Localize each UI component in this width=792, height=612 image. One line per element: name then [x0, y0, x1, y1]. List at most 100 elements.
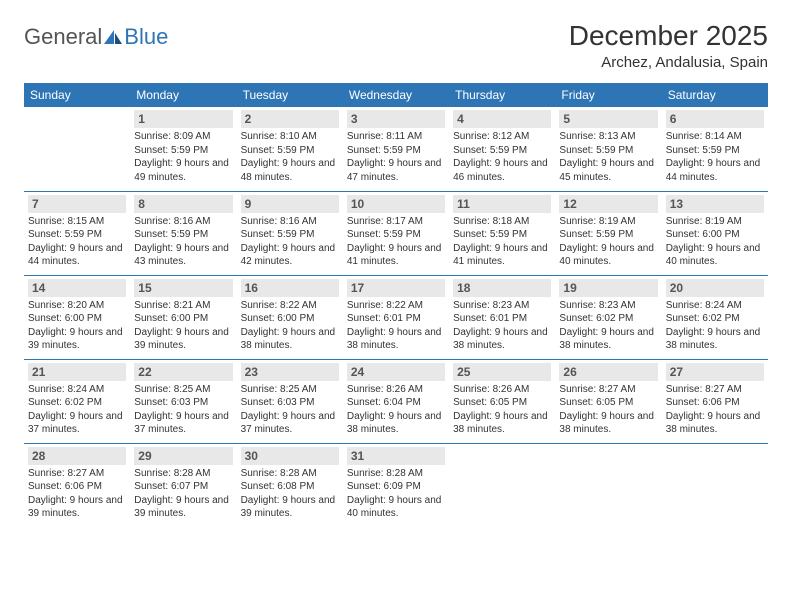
daylight-line: Daylight: 9 hours and 38 minutes. [241, 326, 339, 353]
calendar-cell: 3Sunrise: 8:11 AMSunset: 5:59 PMDaylight… [343, 107, 449, 191]
day-number: 30 [241, 447, 339, 465]
sunrise-line: Sunrise: 8:27 AM [28, 467, 126, 481]
daylight-line: Daylight: 9 hours and 39 minutes. [134, 326, 232, 353]
calendar-cell: 17Sunrise: 8:22 AMSunset: 6:01 PMDayligh… [343, 275, 449, 359]
daylight-line: Daylight: 9 hours and 38 minutes. [347, 326, 445, 353]
sunset-line: Sunset: 6:08 PM [241, 480, 339, 494]
weekday-header: Friday [555, 83, 661, 107]
daylight-line: Daylight: 9 hours and 38 minutes. [453, 410, 551, 437]
day-number: 20 [666, 279, 764, 297]
sunset-line: Sunset: 5:59 PM [134, 228, 232, 242]
sunrise-line: Sunrise: 8:26 AM [347, 383, 445, 397]
calendar-row: 28Sunrise: 8:27 AMSunset: 6:06 PMDayligh… [24, 443, 768, 527]
sunrise-line: Sunrise: 8:11 AM [347, 130, 445, 144]
calendar-row: 7Sunrise: 8:15 AMSunset: 5:59 PMDaylight… [24, 191, 768, 275]
daylight-line: Daylight: 9 hours and 45 minutes. [559, 157, 657, 184]
day-details: Sunrise: 8:23 AMSunset: 6:01 PMDaylight:… [453, 299, 551, 353]
day-details: Sunrise: 8:16 AMSunset: 5:59 PMDaylight:… [134, 215, 232, 269]
daylight-line: Daylight: 9 hours and 38 minutes. [453, 326, 551, 353]
daylight-line: Daylight: 9 hours and 46 minutes. [453, 157, 551, 184]
calendar-cell: 16Sunrise: 8:22 AMSunset: 6:00 PMDayligh… [237, 275, 343, 359]
day-details: Sunrise: 8:18 AMSunset: 5:59 PMDaylight:… [453, 215, 551, 269]
day-number: 26 [559, 363, 657, 381]
day-number: 7 [28, 195, 126, 213]
day-details: Sunrise: 8:26 AMSunset: 6:05 PMDaylight:… [453, 383, 551, 437]
day-details: Sunrise: 8:25 AMSunset: 6:03 PMDaylight:… [134, 383, 232, 437]
calendar-cell: 11Sunrise: 8:18 AMSunset: 5:59 PMDayligh… [449, 191, 555, 275]
sunrise-line: Sunrise: 8:22 AM [347, 299, 445, 313]
sunset-line: Sunset: 6:06 PM [666, 396, 764, 410]
calendar-cell: 28Sunrise: 8:27 AMSunset: 6:06 PMDayligh… [24, 443, 130, 527]
calendar-cell: 21Sunrise: 8:24 AMSunset: 6:02 PMDayligh… [24, 359, 130, 443]
sunrise-line: Sunrise: 8:28 AM [134, 467, 232, 481]
daylight-line: Daylight: 9 hours and 40 minutes. [666, 242, 764, 269]
sunrise-line: Sunrise: 8:23 AM [453, 299, 551, 313]
sunset-line: Sunset: 6:04 PM [347, 396, 445, 410]
day-details: Sunrise: 8:09 AMSunset: 5:59 PMDaylight:… [134, 130, 232, 184]
sunset-line: Sunset: 6:05 PM [453, 396, 551, 410]
sunset-line: Sunset: 6:03 PM [134, 396, 232, 410]
day-details: Sunrise: 8:17 AMSunset: 5:59 PMDaylight:… [347, 215, 445, 269]
day-number: 8 [134, 195, 232, 213]
day-number: 27 [666, 363, 764, 381]
calendar-row: 21Sunrise: 8:24 AMSunset: 6:02 PMDayligh… [24, 359, 768, 443]
daylight-line: Daylight: 9 hours and 39 minutes. [134, 494, 232, 521]
sunset-line: Sunset: 6:00 PM [241, 312, 339, 326]
logo: General Blue [24, 24, 168, 50]
sunrise-line: Sunrise: 8:09 AM [134, 130, 232, 144]
calendar-cell: 29Sunrise: 8:28 AMSunset: 6:07 PMDayligh… [130, 443, 236, 527]
day-details: Sunrise: 8:20 AMSunset: 6:00 PMDaylight:… [28, 299, 126, 353]
daylight-line: Daylight: 9 hours and 41 minutes. [347, 242, 445, 269]
month-title: December 2025 [569, 20, 768, 52]
calendar-cell: 6Sunrise: 8:14 AMSunset: 5:59 PMDaylight… [662, 107, 768, 191]
calendar-cell [662, 443, 768, 527]
logo-sail-icon [104, 30, 122, 44]
sunset-line: Sunset: 6:00 PM [134, 312, 232, 326]
sunset-line: Sunset: 5:59 PM [28, 228, 126, 242]
calendar-cell: 5Sunrise: 8:13 AMSunset: 5:59 PMDaylight… [555, 107, 661, 191]
day-details: Sunrise: 8:22 AMSunset: 6:00 PMDaylight:… [241, 299, 339, 353]
daylight-line: Daylight: 9 hours and 39 minutes. [28, 326, 126, 353]
daylight-line: Daylight: 9 hours and 38 minutes. [559, 326, 657, 353]
calendar-cell: 15Sunrise: 8:21 AMSunset: 6:00 PMDayligh… [130, 275, 236, 359]
daylight-line: Daylight: 9 hours and 43 minutes. [134, 242, 232, 269]
day-number: 3 [347, 110, 445, 128]
sunset-line: Sunset: 6:02 PM [666, 312, 764, 326]
day-details: Sunrise: 8:24 AMSunset: 6:02 PMDaylight:… [28, 383, 126, 437]
calendar-cell: 18Sunrise: 8:23 AMSunset: 6:01 PMDayligh… [449, 275, 555, 359]
day-details: Sunrise: 8:19 AMSunset: 5:59 PMDaylight:… [559, 215, 657, 269]
day-details: Sunrise: 8:19 AMSunset: 6:00 PMDaylight:… [666, 215, 764, 269]
day-number: 31 [347, 447, 445, 465]
day-details: Sunrise: 8:14 AMSunset: 5:59 PMDaylight:… [666, 130, 764, 184]
sunset-line: Sunset: 6:06 PM [28, 480, 126, 494]
day-details: Sunrise: 8:28 AMSunset: 6:08 PMDaylight:… [241, 467, 339, 521]
daylight-line: Daylight: 9 hours and 39 minutes. [241, 494, 339, 521]
day-details: Sunrise: 8:13 AMSunset: 5:59 PMDaylight:… [559, 130, 657, 184]
weekday-header: Thursday [449, 83, 555, 107]
calendar-row: 14Sunrise: 8:20 AMSunset: 6:00 PMDayligh… [24, 275, 768, 359]
day-details: Sunrise: 8:27 AMSunset: 6:06 PMDaylight:… [28, 467, 126, 521]
daylight-line: Daylight: 9 hours and 38 minutes. [666, 326, 764, 353]
sunset-line: Sunset: 5:59 PM [241, 228, 339, 242]
logo-text-blue: Blue [124, 24, 168, 50]
calendar-table: Sunday Monday Tuesday Wednesday Thursday… [24, 83, 768, 527]
day-details: Sunrise: 8:26 AMSunset: 6:04 PMDaylight:… [347, 383, 445, 437]
calendar-cell: 25Sunrise: 8:26 AMSunset: 6:05 PMDayligh… [449, 359, 555, 443]
location: Archez, Andalusia, Spain [569, 54, 768, 71]
sunset-line: Sunset: 6:05 PM [559, 396, 657, 410]
day-details: Sunrise: 8:28 AMSunset: 6:07 PMDaylight:… [134, 467, 232, 521]
sunrise-line: Sunrise: 8:17 AM [347, 215, 445, 229]
calendar-cell: 4Sunrise: 8:12 AMSunset: 5:59 PMDaylight… [449, 107, 555, 191]
sunrise-line: Sunrise: 8:10 AM [241, 130, 339, 144]
sunrise-line: Sunrise: 8:25 AM [241, 383, 339, 397]
sunset-line: Sunset: 6:00 PM [666, 228, 764, 242]
sunset-line: Sunset: 5:59 PM [347, 144, 445, 158]
daylight-line: Daylight: 9 hours and 44 minutes. [666, 157, 764, 184]
calendar-cell [24, 107, 130, 191]
weekday-header: Wednesday [343, 83, 449, 107]
daylight-line: Daylight: 9 hours and 38 minutes. [347, 410, 445, 437]
sunrise-line: Sunrise: 8:27 AM [559, 383, 657, 397]
daylight-line: Daylight: 9 hours and 40 minutes. [347, 494, 445, 521]
sunrise-line: Sunrise: 8:13 AM [559, 130, 657, 144]
day-number: 24 [347, 363, 445, 381]
